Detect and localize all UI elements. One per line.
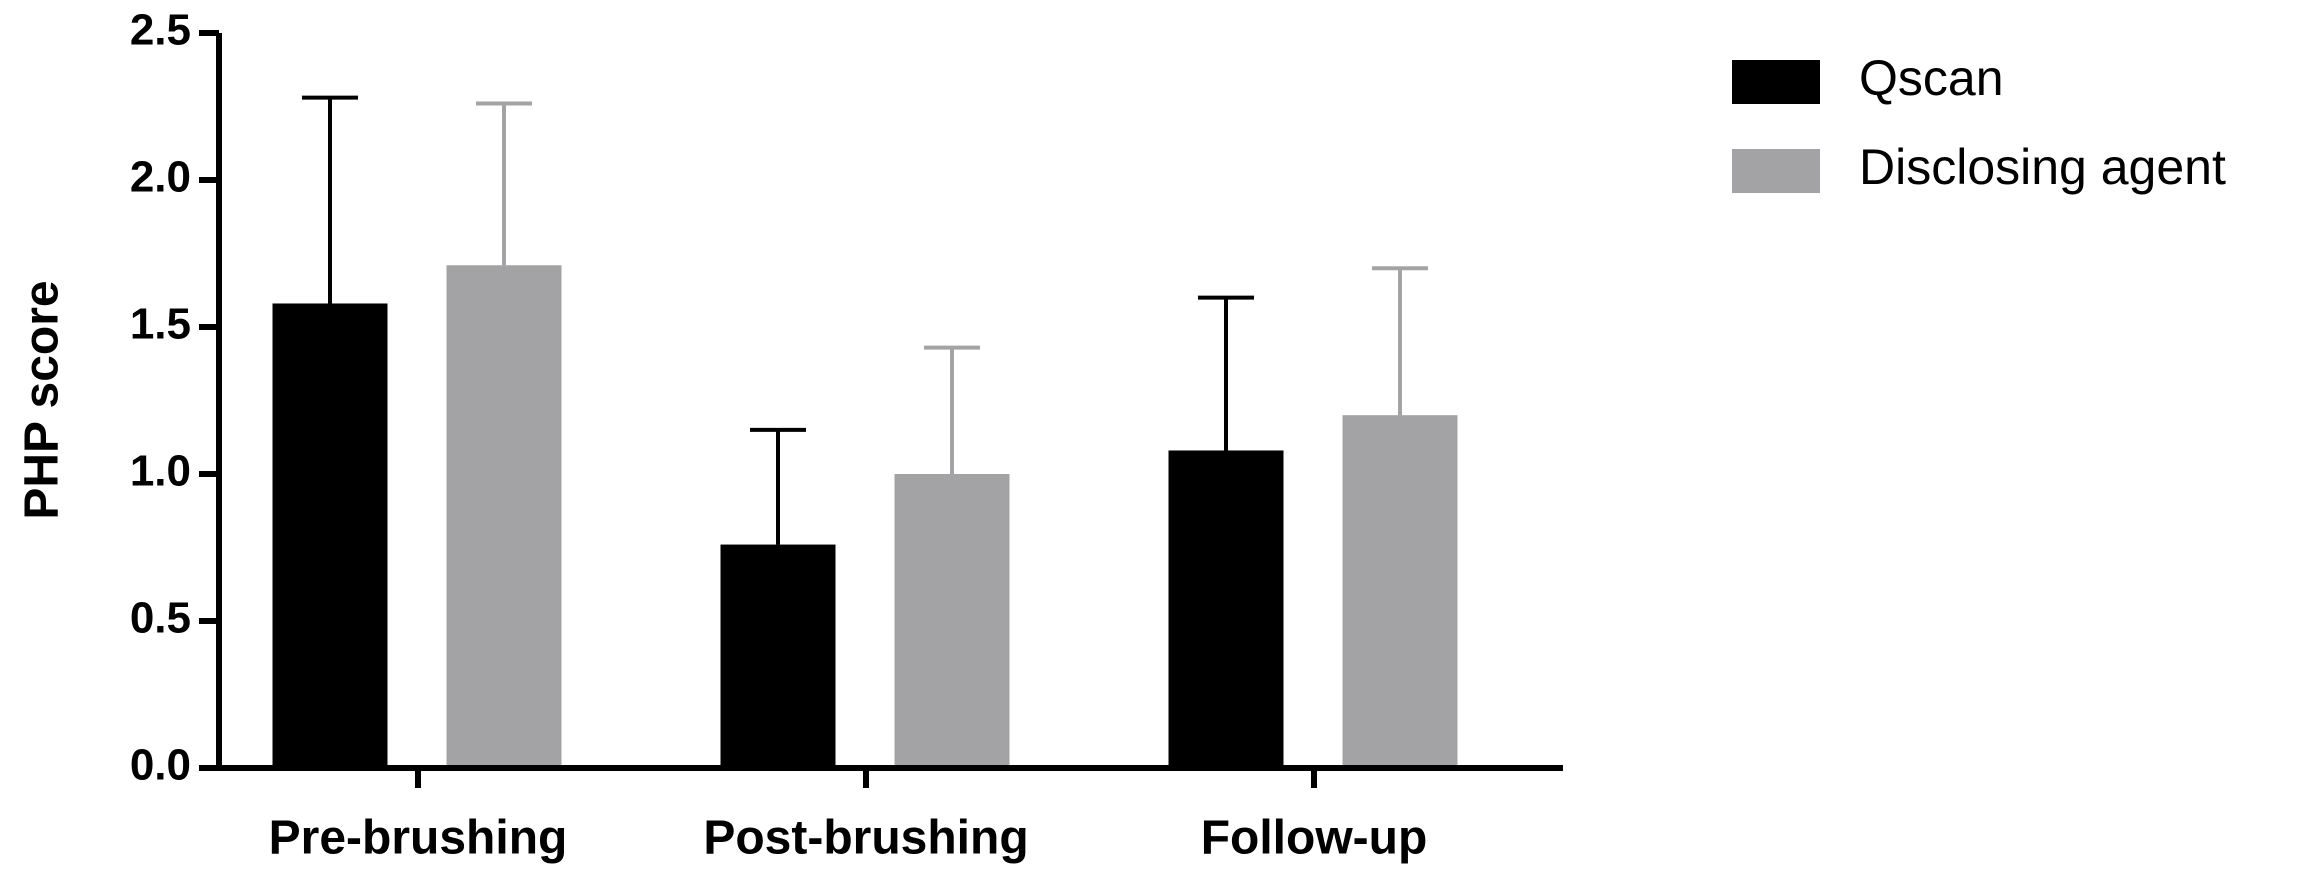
x-tick-label: Follow-up bbox=[1201, 812, 1428, 865]
y-tick-label: 2.5 bbox=[130, 6, 191, 55]
y-tick-label: 0.0 bbox=[130, 741, 191, 790]
y-tick-label: 2.0 bbox=[130, 153, 191, 202]
x-tick-label: Pre-brushing bbox=[269, 812, 568, 865]
legend-label: Disclosing agent bbox=[1859, 139, 2226, 195]
bar bbox=[1168, 450, 1284, 768]
bar bbox=[272, 303, 388, 768]
y-tick-label: 1.0 bbox=[130, 447, 191, 496]
y-axis-label: PHP score bbox=[16, 280, 69, 519]
legend-label: Qscan bbox=[1859, 50, 2004, 106]
bar bbox=[720, 544, 836, 768]
legend-swatch bbox=[1732, 149, 1820, 193]
bar bbox=[446, 265, 562, 768]
bar bbox=[1342, 415, 1458, 768]
y-tick-label: 0.5 bbox=[130, 594, 191, 643]
y-tick-label: 1.5 bbox=[130, 300, 191, 349]
bar bbox=[894, 474, 1010, 768]
legend-swatch bbox=[1732, 60, 1820, 104]
x-tick-label: Post-brushing bbox=[703, 812, 1028, 865]
